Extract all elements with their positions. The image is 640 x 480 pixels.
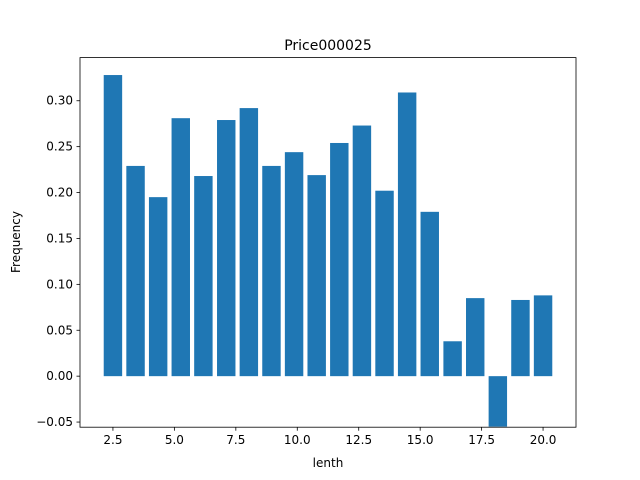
y-tick-label: 0.25: [46, 140, 73, 154]
bar: [148, 197, 168, 377]
bar: [284, 152, 304, 377]
bar: [330, 142, 349, 377]
y-axis-label: Frequency: [9, 211, 23, 273]
chart-title: Price000025: [284, 38, 372, 54]
x-tick-label: 15.0: [407, 433, 434, 447]
x-tick-label: 12.5: [345, 433, 372, 447]
y-tick-label: 0.05: [46, 323, 73, 337]
bar: [533, 295, 553, 377]
y-tick-label: 0.30: [46, 94, 73, 108]
x-tick-label: 7.5: [226, 433, 245, 447]
plot-frame: [79, 57, 577, 428]
bar: [466, 298, 485, 377]
x-axis-label: lenth: [313, 456, 344, 470]
y-tick-label: 0.10: [46, 277, 73, 291]
bar: [375, 190, 394, 377]
x-tick-label: 17.5: [468, 433, 495, 447]
bar: [239, 108, 259, 377]
bar: [262, 165, 281, 377]
bar: [171, 118, 190, 377]
y-tick-label: 0.20: [46, 186, 73, 200]
y-tick-label: −0.05: [36, 415, 73, 429]
bar: [420, 211, 439, 377]
bar: [488, 376, 508, 427]
y-tick-label: 0.00: [46, 369, 73, 383]
bar: [511, 299, 530, 377]
bar: [397, 92, 417, 377]
x-tick-label: 10.0: [284, 433, 311, 447]
x-tick-label: 2.5: [103, 433, 122, 447]
bar: [194, 176, 213, 377]
bar: [103, 75, 123, 377]
bar: [217, 120, 236, 377]
bar: [307, 175, 326, 377]
bar: [443, 341, 462, 377]
x-tick-label: 20.0: [530, 433, 557, 447]
bar: [126, 165, 145, 377]
bar: [352, 125, 372, 377]
y-tick-label: 0.15: [46, 231, 73, 245]
x-tick-label: 5.0: [165, 433, 184, 447]
